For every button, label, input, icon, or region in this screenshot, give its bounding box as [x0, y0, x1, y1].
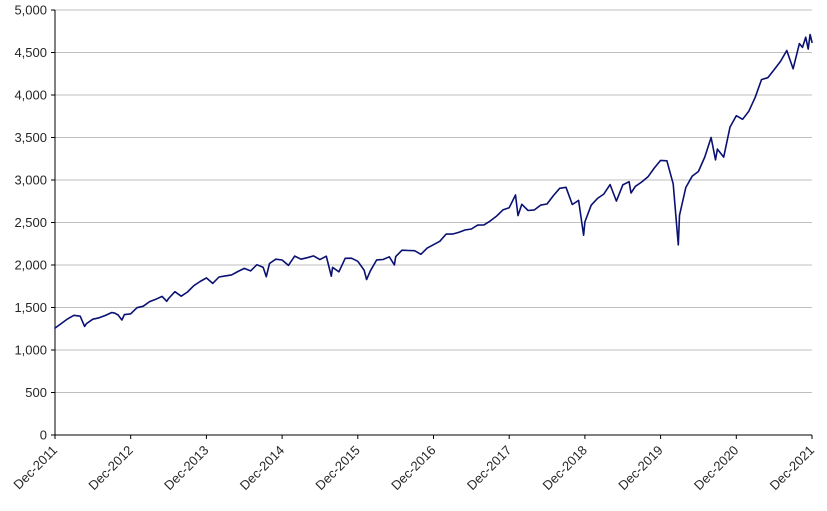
x-axis-tick-label: Dec-2012 [85, 443, 135, 493]
x-axis-tick-label: Dec-2013 [161, 443, 211, 493]
y-axis-tick-label: 2,000 [14, 258, 47, 273]
x-axis-tick-label: Dec-2021 [767, 443, 817, 493]
y-axis-tick-label: 4,500 [14, 45, 47, 60]
y-axis-tick-label: 4,000 [14, 88, 47, 103]
y-axis-tick-label: 3,000 [14, 173, 47, 188]
y-axis-tick-label: 1,000 [14, 343, 47, 358]
y-axis-tick-label: 500 [25, 385, 47, 400]
y-axis-tick-label: 3,500 [14, 130, 47, 145]
x-axis-tick-label: Dec-2011 [10, 443, 60, 493]
y-axis-tick-label: 1,500 [14, 300, 47, 315]
x-axis-tick-label: Dec-2019 [615, 443, 665, 493]
series-line [54, 33, 813, 329]
x-axis-tick-label: Dec-2017 [464, 443, 514, 493]
x-axis-tick-label: Dec-2018 [540, 443, 590, 493]
y-axis-tick-label: 2,500 [14, 215, 47, 230]
y-axis-tick-label: 0 [40, 428, 47, 443]
x-axis-tick-label: Dec-2014 [237, 443, 287, 493]
y-axis-tick-label: 5,000 [14, 3, 47, 18]
x-axis-tick-label: Dec-2016 [388, 443, 438, 493]
x-axis-tick-label: Dec-2015 [312, 443, 362, 493]
x-axis-tick-label: Dec-2020 [691, 443, 741, 493]
